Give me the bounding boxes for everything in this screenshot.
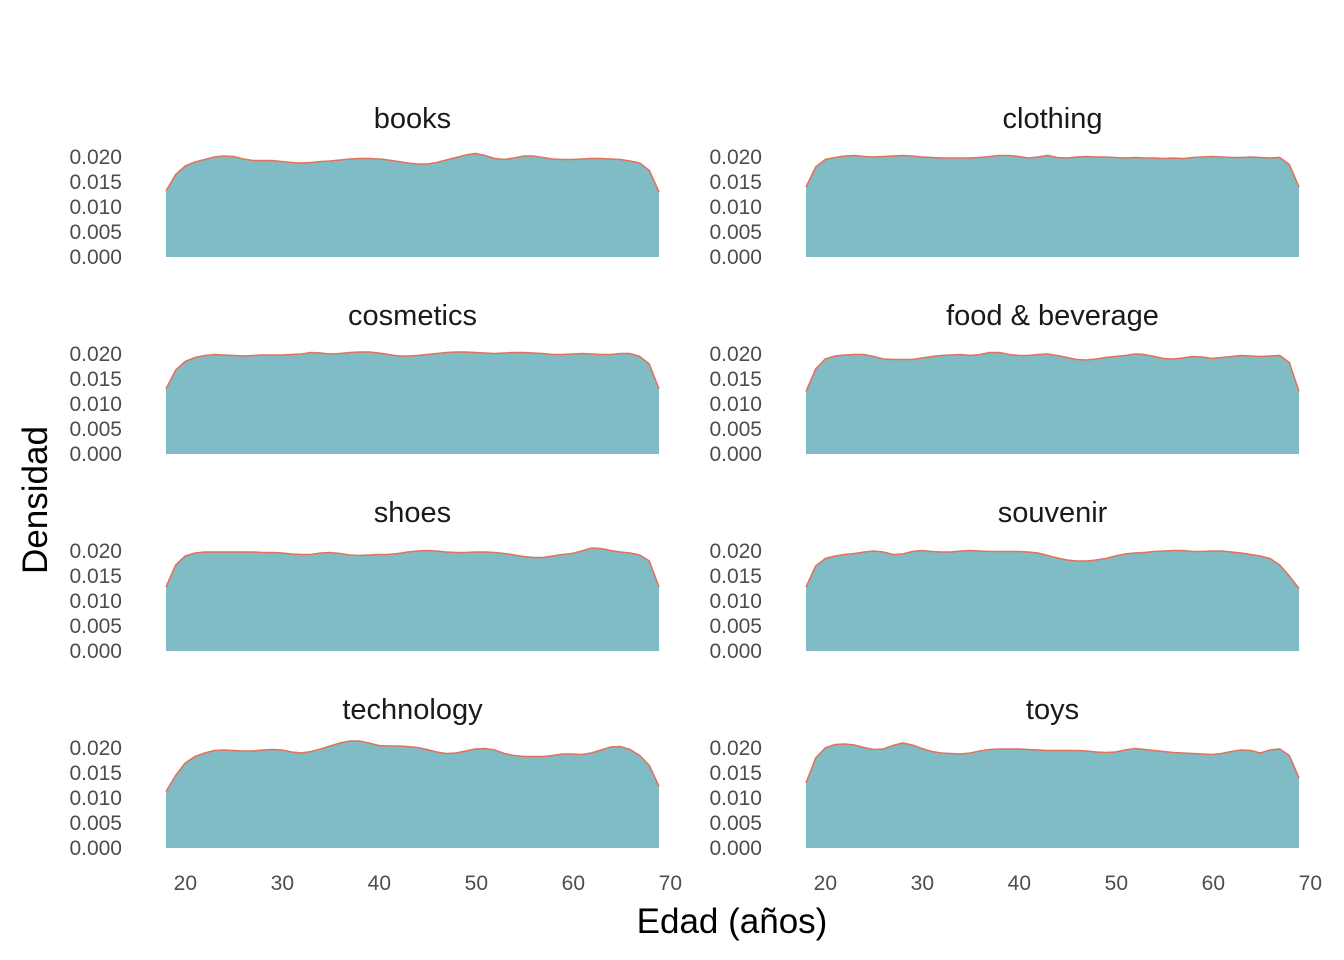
y-tick-label: 0.010 [69,787,122,810]
density-area [806,155,1299,257]
y-tick-label: 0.015 [709,171,762,194]
y-tick-label: 0.005 [69,615,122,638]
y-tick-label: 0.015 [709,565,762,588]
y-tick-label: 0.000 [69,640,122,663]
facet-title: food & beverage [946,300,1159,332]
y-tick-label: 0.020 [709,737,762,760]
y-tick-label: 0.020 [69,540,122,563]
facet-title: toys [1026,694,1079,726]
facet-title: cosmetics [348,300,477,332]
y-tick-label: 0.020 [69,737,122,760]
x-tick-label: 50 [1105,872,1128,895]
y-tick-label: 0.005 [709,812,762,835]
facet-title: souvenir [998,497,1108,529]
y-tick-label: 0.000 [69,443,122,466]
density-outline [165,351,660,390]
y-tick-label: 0.005 [709,615,762,638]
y-tick-label: 0.015 [69,762,122,785]
y-tick-label: 0.020 [709,146,762,169]
y-tick-label: 0.015 [709,368,762,391]
y-tick-label: 0.000 [69,837,122,860]
y-tick-label: 0.015 [69,565,122,588]
y-tick-label: 0.000 [709,640,762,663]
facet-title: shoes [374,497,451,529]
y-tick-label: 0.015 [69,368,122,391]
density-outline [165,152,660,193]
y-tick-label: 0.005 [69,221,122,244]
y-tick-label: 0.005 [709,418,762,441]
facet-title: books [374,103,451,135]
y-axis-title: Densidad [16,426,55,574]
density-outline [805,154,1300,188]
y-tick-label: 0.015 [709,762,762,785]
facet-panels: books0.0000.0050.0100.0150.020clothing0.… [69,103,1322,895]
x-tick-label: 20 [814,872,837,895]
density-outline [805,549,1300,589]
x-tick-label: 50 [465,872,488,895]
x-tick-label: 40 [1008,872,1031,895]
x-tick-label: 20 [174,872,197,895]
density-area [166,153,659,257]
x-tick-label: 30 [271,872,294,895]
x-tick-label: 70 [1299,872,1322,895]
x-axis-title: Edad (años) [637,902,828,941]
y-tick-label: 0.010 [69,393,122,416]
y-tick-label: 0.020 [709,343,762,366]
density-area [166,741,659,848]
y-tick-label: 0.000 [709,837,762,860]
y-tick-label: 0.010 [709,393,762,416]
y-tick-label: 0.015 [69,171,122,194]
density-area [806,550,1299,651]
x-tick-label: 60 [562,872,585,895]
y-tick-label: 0.005 [709,221,762,244]
y-tick-label: 0.010 [709,196,762,219]
density-area [806,743,1299,848]
x-tick-label: 60 [1202,872,1225,895]
y-tick-label: 0.000 [69,246,122,269]
density-outline [165,740,660,792]
x-tick-label: 40 [368,872,391,895]
y-tick-label: 0.020 [69,146,122,169]
y-tick-label: 0.000 [709,246,762,269]
x-tick-label: 70 [659,872,682,895]
y-tick-label: 0.020 [709,540,762,563]
y-tick-label: 0.010 [709,787,762,810]
y-tick-label: 0.010 [709,590,762,613]
facet-title: clothing [1003,103,1103,135]
density-outline [165,547,660,588]
x-tick-label: 30 [911,872,934,895]
density-outline [805,742,1300,784]
y-tick-label: 0.005 [69,418,122,441]
density-area [806,352,1299,454]
density-area [166,548,659,651]
density-area [166,352,659,454]
facet-title: technology [342,694,483,726]
y-tick-label: 0.000 [709,443,762,466]
y-tick-label: 0.010 [69,590,122,613]
density-outline [805,351,1300,392]
y-tick-label: 0.020 [69,343,122,366]
y-tick-label: 0.010 [69,196,122,219]
y-tick-label: 0.005 [69,812,122,835]
